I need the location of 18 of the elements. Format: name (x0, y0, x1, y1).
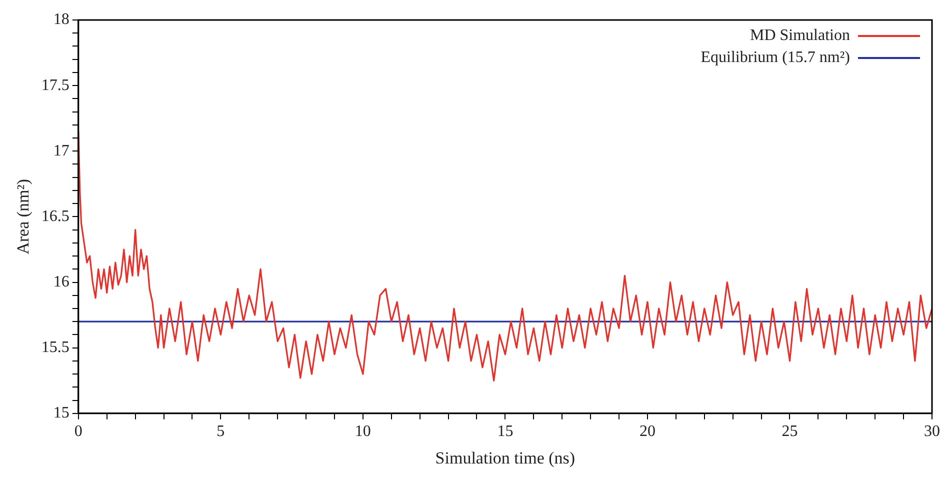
x-tick-label: 10 (354, 423, 371, 440)
y-tick-label: 17 (53, 142, 70, 160)
x-tick-label: 0 (74, 423, 82, 440)
x-tick-label: 25 (782, 423, 798, 440)
x-tick-label: 15 (497, 423, 514, 440)
legend-label: Equilibrium (15.7 nm²) (700, 49, 850, 66)
y-axis-title: Area (nm²) (14, 178, 33, 254)
x-axis-title: Simulation time (ns) (435, 448, 576, 468)
y-tick-label: 15.5 (41, 339, 70, 356)
y-tick-label: 15 (53, 404, 70, 422)
y-tick-label: 16.5 (41, 208, 70, 225)
x-tick-label: 30 (924, 423, 940, 440)
y-tick-label: 17.5 (41, 76, 70, 94)
y-tick-label: 18 (53, 11, 70, 28)
x-tick-label: 5 (216, 423, 225, 440)
legend-label: MD Simulation (750, 27, 850, 44)
y-tick-label: 16 (53, 273, 70, 290)
x-tick-label: 20 (639, 423, 656, 440)
